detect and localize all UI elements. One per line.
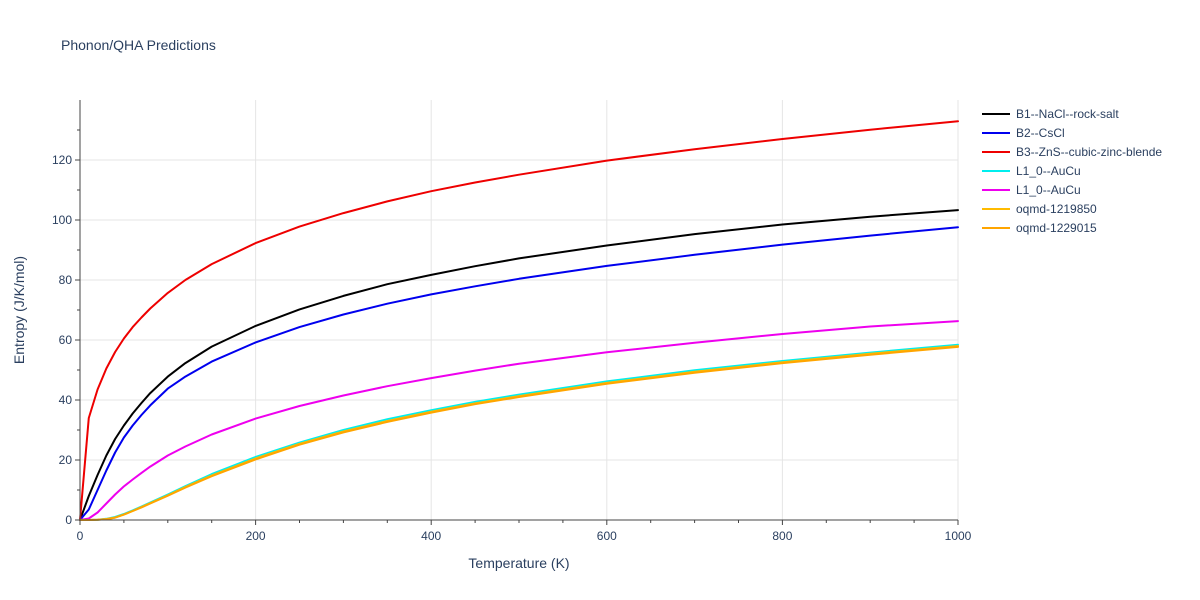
x-tick-label: 600 bbox=[597, 529, 617, 543]
series-line-4[interactable] bbox=[79, 320, 959, 521]
y-tick-label: 40 bbox=[59, 393, 73, 407]
y-axis-ticks: 0 20 40 60 80 100 120 bbox=[52, 129, 80, 527]
y-tick-label: 60 bbox=[59, 333, 73, 347]
legend-label: L1_0--AuCu bbox=[1016, 183, 1081, 197]
y-axis-title: Entropy (J/K/mol) bbox=[11, 256, 27, 364]
series-line-3[interactable] bbox=[79, 343, 959, 521]
x-tick-label: 800 bbox=[772, 529, 792, 543]
legend-label: L1_0--AuCu bbox=[1016, 164, 1081, 178]
x-axis-ticks: 0 200 400 600 800 1000 bbox=[77, 520, 972, 543]
series-line-0[interactable] bbox=[79, 209, 959, 521]
series-line-6[interactable] bbox=[79, 345, 959, 521]
legend-label: B3--ZnS--cubic-zinc-blende bbox=[1016, 145, 1162, 159]
y-tick-label: 120 bbox=[52, 153, 72, 167]
legend-label: oqmd-1229015 bbox=[1016, 221, 1097, 235]
plot-lines bbox=[79, 120, 959, 521]
x-tick-label: 400 bbox=[421, 529, 441, 543]
legend-label: oqmd-1219850 bbox=[1016, 202, 1097, 216]
series-line-5[interactable] bbox=[79, 345, 959, 521]
legend-item-3[interactable]: L1_0--AuCu bbox=[982, 164, 1081, 178]
grid-lines bbox=[80, 100, 959, 520]
legend-item-2[interactable]: B3--ZnS--cubic-zinc-blende bbox=[982, 145, 1162, 159]
legend-item-4[interactable]: L1_0--AuCu bbox=[982, 183, 1081, 197]
x-axis-title: Temperature (K) bbox=[468, 555, 569, 571]
series-line-2[interactable] bbox=[79, 120, 959, 521]
y-tick-label: 100 bbox=[52, 213, 72, 227]
axes bbox=[79, 100, 958, 521]
legend-item-1[interactable]: B2--CsCl bbox=[982, 126, 1065, 140]
x-tick-label: 200 bbox=[246, 529, 266, 543]
series-line-1[interactable] bbox=[79, 226, 959, 521]
y-tick-label: 20 bbox=[59, 453, 73, 467]
x-tick-label: 1000 bbox=[945, 529, 972, 543]
y-tick-label: 0 bbox=[65, 513, 72, 527]
y-tick-label: 80 bbox=[59, 273, 73, 287]
legend-item-5[interactable]: oqmd-1219850 bbox=[982, 202, 1097, 216]
legend-item-6[interactable]: oqmd-1229015 bbox=[982, 221, 1097, 235]
legend-label: B2--CsCl bbox=[1016, 126, 1065, 140]
x-tick-label: 0 bbox=[77, 529, 84, 543]
legend[interactable]: B1--NaCl--rock-salt B2--CsCl B3--ZnS--cubi… bbox=[982, 107, 1162, 235]
legend-label: B1--NaCl--rock-salt bbox=[1016, 107, 1119, 121]
legend-item-0[interactable]: B1--NaCl--rock-salt bbox=[982, 107, 1119, 121]
chart-title: Phonon/QHA Predictions bbox=[61, 37, 216, 53]
